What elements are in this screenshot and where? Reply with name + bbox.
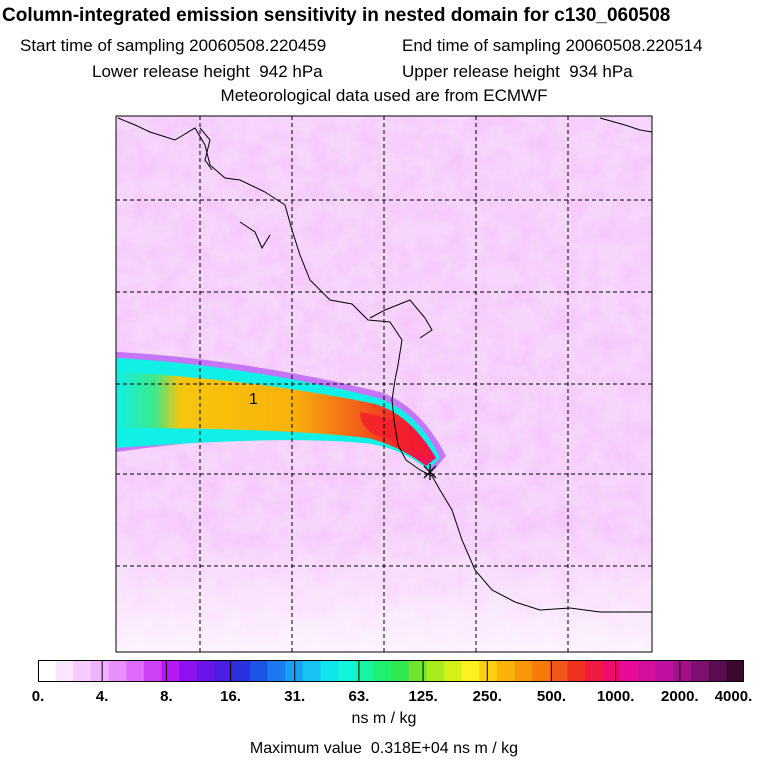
color-scale-tick-label: 1000. bbox=[596, 688, 635, 705]
maximum-value-label: Maximum value bbox=[249, 740, 362, 757]
color-scale-cell bbox=[567, 660, 586, 682]
maximum-value-line: Maximum value 0.318E+04 ns m / kg bbox=[0, 740, 768, 758]
color-scale-units: ns m / kg bbox=[351, 710, 417, 727]
upper-release-value: 934 hPa bbox=[569, 62, 633, 81]
map-frame bbox=[115, 115, 653, 653]
color-scale-tick-label: 4. bbox=[95, 688, 109, 705]
border-line bbox=[599, 117, 652, 133]
color-scale-cell bbox=[179, 660, 198, 682]
lat-lon-grid bbox=[116, 116, 652, 652]
color-scale-cell bbox=[408, 660, 427, 682]
color-scale-tick-label: 8. bbox=[160, 688, 173, 705]
color-scale-cell bbox=[391, 660, 410, 682]
lower-release-line: Lower release height 942 hPa bbox=[92, 62, 323, 82]
lower-release-value: 942 hPa bbox=[259, 62, 323, 81]
plume-label: 1 bbox=[249, 391, 258, 408]
color-scale-tick-label: 4000. bbox=[714, 688, 753, 705]
color-scale-cell bbox=[355, 660, 374, 682]
color-scale-tick-label: 31. bbox=[284, 688, 306, 705]
upper-release-label: Upper release height bbox=[402, 62, 560, 81]
start-time-value: 20060508.220459 bbox=[189, 36, 327, 55]
color-scale-cell bbox=[602, 660, 622, 682]
color-scale-cell bbox=[638, 660, 657, 682]
color-scale-cell bbox=[426, 660, 445, 682]
color-scale-tick-label: 250. bbox=[472, 688, 502, 705]
color-scale-cell bbox=[514, 660, 533, 682]
color-scale-cell bbox=[143, 660, 163, 682]
color-scale-cell bbox=[214, 660, 233, 682]
color-scale-cell bbox=[461, 660, 480, 682]
color-scale-cell bbox=[249, 660, 269, 682]
inland-lake bbox=[369, 299, 433, 339]
color-scale-tick-label: 500. bbox=[536, 688, 567, 705]
color-scale-cell bbox=[108, 660, 127, 682]
color-scale-cell bbox=[285, 660, 304, 682]
color-scale-cell bbox=[90, 660, 110, 682]
color-scale-cell bbox=[673, 660, 692, 682]
lower-release-label: Lower release height bbox=[92, 62, 250, 81]
color-scale-cell bbox=[479, 660, 498, 682]
end-time-label: End time of sampling bbox=[402, 36, 561, 55]
color-scale-cell bbox=[73, 660, 92, 682]
maximum-value-units: ns m / kg bbox=[453, 740, 519, 757]
end-time-line: End time of sampling 20060508.220514 bbox=[402, 36, 703, 56]
color-scale-tick-label: 16. bbox=[220, 688, 241, 705]
maximum-value: 0.318E+04 bbox=[370, 740, 449, 757]
color-scale-tick-label: 125. bbox=[408, 688, 438, 705]
color-scale-cell bbox=[691, 660, 710, 682]
color-scale-cell bbox=[302, 660, 321, 682]
color-scale-cell bbox=[726, 660, 744, 682]
color-scale-cell bbox=[585, 660, 604, 682]
start-time-line: Start time of sampling 20060508.220459 bbox=[20, 36, 326, 56]
upper-release-line: Upper release height 934 hPa bbox=[402, 62, 633, 82]
color-scale-cell bbox=[655, 660, 674, 682]
color-scale-cell bbox=[161, 660, 180, 682]
color-scale-tick-label: 0. bbox=[31, 688, 45, 705]
color-scale-cell bbox=[373, 660, 392, 682]
plume-red-core bbox=[360, 412, 432, 462]
coastline bbox=[117, 117, 652, 613]
color-scale-cell bbox=[232, 660, 251, 682]
color-scale-cell bbox=[55, 660, 74, 682]
color-scale-cell bbox=[708, 660, 727, 682]
start-time-label: Start time of sampling bbox=[20, 36, 185, 55]
color-scale-cell bbox=[267, 660, 286, 682]
color-scale-cell bbox=[196, 660, 216, 682]
color-scale-cell bbox=[532, 660, 551, 682]
end-time-value: 20060508.220514 bbox=[565, 36, 703, 55]
chart-title: Column-integrated emission sensitivity i… bbox=[2, 5, 671, 26]
met-data-line: Meteorological data used are from ECMWF bbox=[220, 86, 548, 105]
map-area: 1 bbox=[116, 116, 652, 652]
color-scale-cell bbox=[338, 660, 357, 682]
plume-core bbox=[116, 372, 436, 466]
island-outline bbox=[199, 127, 271, 250]
color-scale-tick-label: 63. bbox=[348, 688, 370, 705]
release-point-marker bbox=[423, 464, 437, 480]
color-scale-tick-label: 2000. bbox=[661, 688, 699, 705]
color-scale-cell bbox=[620, 660, 639, 682]
color-scale-cell bbox=[443, 660, 463, 682]
color-scale bbox=[38, 660, 744, 682]
color-scale-cell bbox=[126, 660, 145, 682]
color-scale-cell bbox=[320, 660, 339, 682]
color-scale-cell bbox=[38, 660, 57, 682]
color-scale-cell bbox=[549, 660, 569, 682]
color-scale-cell bbox=[496, 660, 516, 682]
